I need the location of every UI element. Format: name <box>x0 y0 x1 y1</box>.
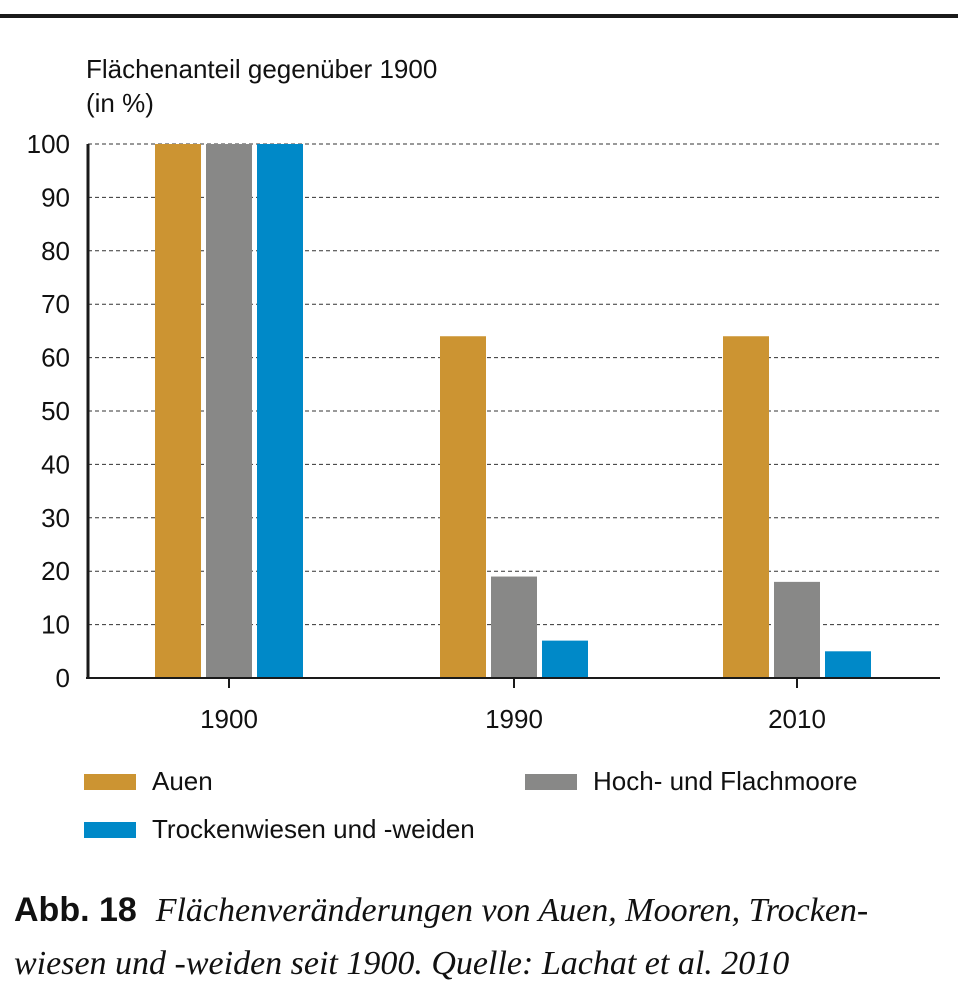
top-rule <box>0 14 958 18</box>
bar-2010-2 <box>825 651 871 678</box>
y-tick-label-60: 60 <box>41 343 70 373</box>
y-tick-label-30: 30 <box>41 503 70 533</box>
figure-caption: Abb. 18 Flächenveränderungen von Auen, M… <box>14 884 954 990</box>
legend-swatch-trockenwiesen <box>84 821 136 838</box>
bar-1900-0 <box>155 144 201 678</box>
x-tick-label-1990: 1990 <box>485 704 543 734</box>
legend-label-auen: Auen <box>152 766 213 796</box>
y-tick-label-80: 80 <box>41 236 70 266</box>
y-tick-label-100: 100 <box>27 129 70 159</box>
caption-line-2: wiesen und -weiden seit 1900. Quelle: La… <box>14 937 954 990</box>
legend-swatch-moore <box>525 773 577 790</box>
y-tick-label-0: 0 <box>56 663 70 693</box>
bar-1900-2 <box>257 144 303 678</box>
legend-label-trockenwiesen: Trockenwiesen und -weiden <box>152 814 475 844</box>
legend-item-moore: Hoch- und Flachmoore <box>525 766 857 797</box>
legend-label-moore: Hoch- und Flachmoore <box>593 766 858 796</box>
y-tick-label-70: 70 <box>41 289 70 319</box>
y-tick-label-50: 50 <box>41 396 70 426</box>
bar-1990-1 <box>491 576 537 678</box>
caption-text-1: Flächenveränderungen von Auen, Mooren, T… <box>155 892 869 929</box>
y-tick-label-90: 90 <box>41 182 70 212</box>
y-axis-title-line-1: Flächenanteil gegenüber 1900 <box>86 54 437 84</box>
x-tick-label-2010: 2010 <box>768 704 826 734</box>
caption-line-1: Abb. 18 Flächenveränderungen von Auen, M… <box>14 884 954 937</box>
y-tick-label-10: 10 <box>41 610 70 640</box>
bar-1900-1 <box>206 144 252 678</box>
bar-chart: Flächenanteil gegenüber 1900 (in %) 0 10 20 3… <box>27 54 940 734</box>
caption-label: Abb. 18 <box>14 891 137 929</box>
bar-1990-0 <box>440 336 486 678</box>
bar-2010-1 <box>774 581 820 678</box>
y-tick-label-20: 20 <box>41 556 70 586</box>
y-axis-title-line-2: (in %) <box>86 88 154 118</box>
caption-text-2: wiesen und -weiden seit 1900. Quelle: La… <box>14 945 790 982</box>
x-tick-label-1900: 1900 <box>200 704 258 734</box>
legend-item-auen: Auen <box>84 766 213 797</box>
legend-item-trockenwiesen: Trockenwiesen und -weiden <box>84 814 475 845</box>
bar-2010-0 <box>723 336 769 678</box>
legend-swatch-auen <box>84 773 136 790</box>
bar-1990-2 <box>542 640 588 678</box>
y-tick-label-40: 40 <box>41 449 70 479</box>
